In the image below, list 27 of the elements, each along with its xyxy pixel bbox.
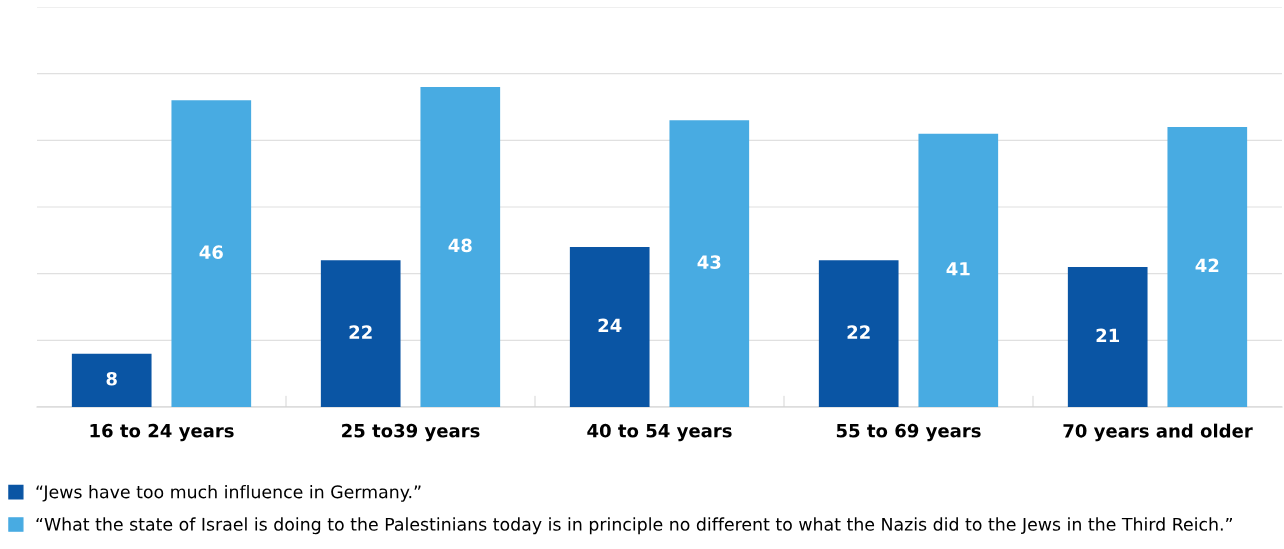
x-tick-label: 70 years and older <box>1063 423 1253 442</box>
data-label: 43 <box>697 255 721 269</box>
data-label: 22 <box>847 325 870 339</box>
x-tick-label: 40 to 54 years <box>587 423 732 442</box>
legend-label: “Jews have too much influence in Germany.” <box>36 484 421 502</box>
data-label: 21 <box>1096 328 1120 342</box>
legend-label: “What the state of Israel is doing to the Palestinians today is in principle no different to what the Nazis did to the Jews in the Third Reich.” <box>36 517 1232 535</box>
bar <box>420 87 501 407</box>
data-label: 24 <box>598 318 622 332</box>
data-label: 22 <box>349 325 372 339</box>
bar <box>171 100 252 407</box>
bar <box>71 353 152 407</box>
bar <box>818 260 899 407</box>
bar <box>569 247 650 407</box>
bar <box>320 260 401 407</box>
bar <box>918 133 999 407</box>
data-label: 8 <box>106 371 117 386</box>
x-tick-label: 55 to 69 years <box>836 423 981 442</box>
x-tick-label: 16 to 24 years <box>90 423 234 442</box>
data-label: 46 <box>199 245 223 259</box>
data-label: 42 <box>1195 258 1219 272</box>
x-tick-label: 25 to39 years <box>342 423 480 442</box>
bar <box>1067 267 1148 407</box>
bar <box>669 120 750 407</box>
data-label: 48 <box>448 238 472 253</box>
bar <box>1167 127 1248 407</box>
data-label: 41 <box>946 262 970 276</box>
